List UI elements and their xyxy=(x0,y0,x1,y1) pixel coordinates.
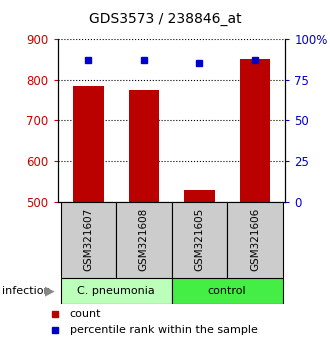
Text: GSM321607: GSM321607 xyxy=(83,208,93,272)
Bar xyxy=(60,278,172,304)
Text: infection: infection xyxy=(2,286,50,296)
Bar xyxy=(240,59,270,202)
Text: GSM321606: GSM321606 xyxy=(250,208,260,272)
Text: ▶: ▶ xyxy=(45,285,54,298)
Bar xyxy=(73,86,104,202)
Text: C. pneumonia: C. pneumonia xyxy=(77,286,155,296)
Bar xyxy=(227,202,283,278)
Text: control: control xyxy=(208,286,247,296)
Bar xyxy=(172,278,283,304)
Bar xyxy=(184,190,214,202)
Bar xyxy=(116,202,172,278)
Text: GSM321608: GSM321608 xyxy=(139,208,149,272)
Bar xyxy=(60,202,116,278)
Text: GSM321605: GSM321605 xyxy=(194,208,204,272)
Text: GDS3573 / 238846_at: GDS3573 / 238846_at xyxy=(89,12,241,27)
Text: count: count xyxy=(70,309,101,319)
Bar xyxy=(172,202,227,278)
Bar xyxy=(129,90,159,202)
Text: percentile rank within the sample: percentile rank within the sample xyxy=(70,325,258,335)
